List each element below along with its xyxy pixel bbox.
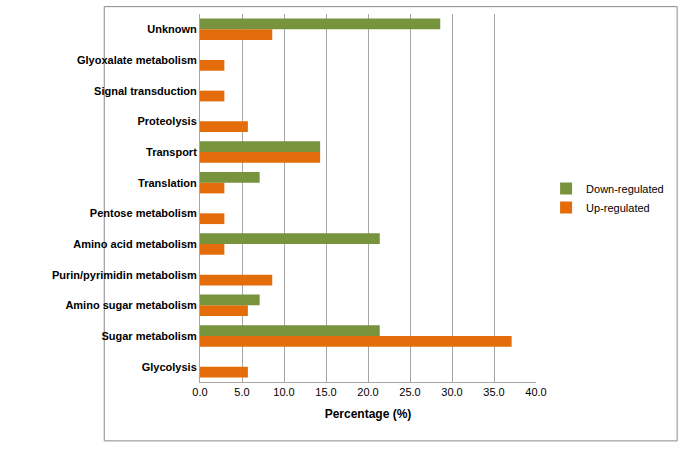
svg-text:Transport: Transport <box>146 146 197 158</box>
svg-text:30.0: 30.0 <box>441 386 462 398</box>
svg-text:Unknown: Unknown <box>147 23 197 35</box>
svg-text:20.0: 20.0 <box>357 386 378 398</box>
svg-text:Glycolysis: Glycolysis <box>142 361 197 373</box>
svg-text:Translation: Translation <box>138 177 197 189</box>
svg-text:Purin/pyrimidin metabolism: Purin/pyrimidin metabolism <box>52 269 197 281</box>
svg-text:35.0: 35.0 <box>483 386 504 398</box>
svg-text:15.0: 15.0 <box>315 386 336 398</box>
svg-text:25.0: 25.0 <box>399 386 420 398</box>
svg-text:Amino acid metabolism: Amino acid metabolism <box>73 238 197 250</box>
svg-text:Up-regulated: Up-regulated <box>586 202 650 214</box>
svg-text:Glyoxalate metabolism: Glyoxalate metabolism <box>77 54 197 66</box>
svg-text:Signal transduction: Signal transduction <box>94 85 197 97</box>
svg-text:Amino sugar metabolism: Amino sugar metabolism <box>65 299 197 311</box>
svg-text:Percentage (%): Percentage (%) <box>325 407 412 421</box>
svg-text:40.0: 40.0 <box>525 386 546 398</box>
svg-text:10.0: 10.0 <box>273 386 294 398</box>
svg-text:0.0: 0.0 <box>192 386 207 398</box>
svg-text:Sugar metabolism: Sugar metabolism <box>101 330 197 342</box>
svg-text:Proteolysis: Proteolysis <box>137 115 196 127</box>
svg-text:Down-regulated: Down-regulated <box>586 183 664 195</box>
svg-text:Pentose metabolism: Pentose metabolism <box>90 207 197 219</box>
svg-text:5.0: 5.0 <box>234 386 249 398</box>
